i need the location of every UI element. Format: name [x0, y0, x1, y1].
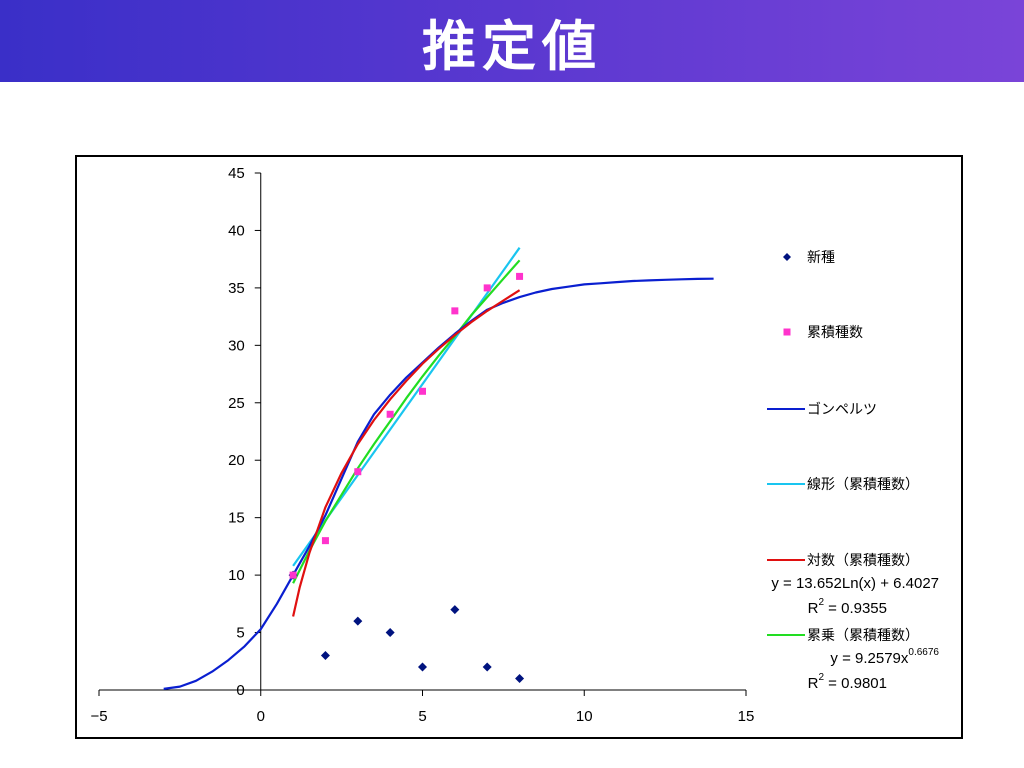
legend-label: 対数（累積種数） [807, 553, 919, 569]
x-tick-label: 10 [576, 708, 593, 725]
series-line [292, 259, 521, 584]
legend-label: 線形（累積種数） [807, 477, 919, 493]
data-point-square [386, 410, 394, 418]
trendline-equation: y = 9.2579x0.6676 [830, 647, 939, 667]
y-tick-label: 20 [228, 452, 245, 469]
x-tick-label: 15 [738, 708, 755, 725]
data-point-diamond [515, 674, 525, 684]
legend-label: 新種 [807, 250, 835, 266]
slide-header: 推定値 [0, 0, 1024, 82]
chart-frame: 0 5 10 15 20 25 30 35 40 45 −5 0 5 10 15 新種累積種数ゴンペルツ線形（… [75, 155, 963, 739]
data-point-square [289, 571, 297, 579]
y-tick-label: 40 [228, 222, 245, 239]
data-point-diamond [353, 616, 363, 626]
data-point-diamond [385, 628, 395, 638]
y-tick-label: 0 [236, 682, 244, 699]
data-point-square [321, 537, 329, 545]
legend-label: ゴンペルツ [807, 401, 877, 418]
data-point-square [483, 284, 491, 292]
data-point-square [516, 272, 524, 280]
trendline-r2: R2 = 0.9801 [808, 672, 887, 692]
data-point-diamond [450, 605, 460, 615]
y-tick-label: 30 [228, 337, 245, 354]
x-tick-label: −5 [90, 708, 107, 725]
data-point-square [354, 468, 362, 476]
series-line [163, 277, 714, 690]
y-tick-label: 15 [228, 510, 245, 527]
series-line [292, 289, 521, 617]
x-tick-label: 0 [257, 708, 265, 725]
legend-label: 累乗（累積種数） [807, 628, 919, 644]
x-tick-label: 5 [418, 708, 426, 725]
y-tick-label: 10 [228, 567, 245, 584]
data-point-square [451, 307, 459, 315]
data-point-diamond [320, 651, 330, 661]
y-tick-label: 35 [228, 280, 245, 297]
slide-title: 推定値 [422, 14, 602, 78]
y-tick-label: 45 [228, 165, 245, 182]
y-tick-label: 25 [228, 395, 245, 412]
legend-marker-diamond [783, 253, 791, 261]
data-point-square [419, 387, 426, 395]
chart-plot: 0 5 10 15 20 25 30 35 40 45 −5 0 5 10 15 新種累積種数ゴンペルツ線形（… [90, 165, 939, 725]
legend-marker-square [783, 328, 791, 336]
data-point-diamond [418, 662, 427, 672]
trendline-r2: R2 = 0.9355 [808, 597, 887, 617]
legend-label: 累積種数 [807, 325, 863, 341]
y-tick-label: 5 [236, 625, 244, 642]
trendline-equation: y = 13.652Ln(x) + 6.4027 [771, 575, 939, 592]
data-point-diamond [482, 662, 492, 672]
